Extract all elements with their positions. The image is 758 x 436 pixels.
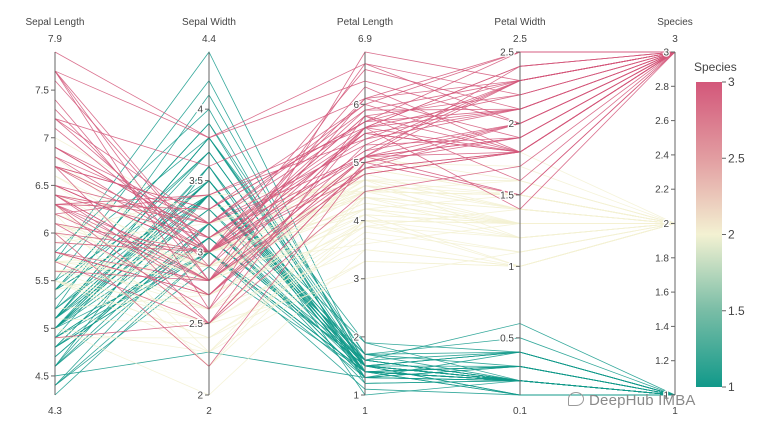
axis-max-label: 3	[672, 34, 678, 45]
axis-tick-label: 2.4	[655, 150, 669, 161]
axis-tick-label: 2.5	[189, 319, 203, 330]
axis-title[interactable]: Sepal Width	[182, 17, 236, 28]
watermark: DeepHub IMBA	[568, 392, 696, 409]
axis-tick-label: 2	[197, 391, 203, 402]
axis-tick-label: 5.5	[35, 276, 49, 287]
axis-tick-label: 4	[197, 105, 203, 116]
axis-tick-label: 2.5	[500, 48, 514, 59]
axis-tick-label: 7	[43, 133, 49, 144]
axis-tick-label: 1.2	[655, 356, 669, 367]
axis-max-label: 4.4	[202, 34, 216, 45]
watermark-text: DeepHub IMBA	[589, 392, 696, 409]
axis-min-label: 0.1	[513, 406, 527, 417]
axis-tick-label: 2.6	[655, 116, 669, 127]
axis-tick-label: 3	[353, 274, 359, 285]
axis-min-label: 1	[362, 406, 368, 417]
axis-max-label: 7.9	[48, 34, 62, 45]
species-colorbar: Species 1 1.5 2 2.5 3	[694, 60, 745, 394]
chat-bubble-icon	[568, 392, 584, 406]
axis-tick-label: 6	[353, 100, 359, 111]
axis-tick-label: 2	[353, 332, 359, 343]
axes: Sepal Length 7.9 4.3 4.5 5 5.5 6 6.5 7 7.5 Sepal W…	[26, 17, 693, 417]
axis-tick-label: 6.5	[35, 181, 49, 192]
axis-tick-label: 1.6	[655, 288, 669, 299]
axis-tick-label: 5	[43, 324, 49, 335]
axis-title[interactable]: Species	[657, 17, 693, 28]
axis-tick-label: 2.2	[655, 185, 669, 196]
axis-tick-label: 1.4	[655, 322, 669, 333]
axis-tick-label: 4.5	[35, 371, 49, 382]
axis-max-label: 6.9	[358, 34, 372, 45]
axis-tick-label: 3	[663, 48, 669, 59]
axis-title[interactable]: Sepal Length	[26, 17, 85, 28]
axis-tick-label: 0.5	[500, 333, 514, 344]
axis-tick-label: 4	[353, 216, 359, 227]
axis-tick-label: 2	[508, 119, 514, 130]
axis-title[interactable]: Petal Length	[337, 17, 393, 28]
axis-petal-width: Petal Width 2.5 0.1 0.5 1 1.5 2 2.5	[494, 17, 545, 417]
colorbar-gradient	[696, 82, 722, 387]
axis-petal-length: Petal Length 6.9 11 2 3 4 5 6	[337, 17, 393, 417]
colorbar-tick-label: 2.5	[728, 151, 745, 165]
axis-tick-label: 1	[353, 391, 359, 402]
axis-sepal-length: Sepal Length 7.9 4.3 4.5 5 5.5 6 6.5 7 7.5	[26, 17, 85, 417]
axis-min-label: 1	[672, 406, 678, 417]
axis-min-label: 2	[206, 406, 212, 417]
axis-tick-label: 3	[197, 248, 203, 259]
axis-tick-label: 1	[508, 262, 514, 273]
colorbar-ticks: 1 1.5 2 2.5 3	[722, 75, 745, 394]
axis-tick-label: 1.5	[500, 190, 514, 201]
axis-tick-label: 2	[663, 219, 669, 230]
axis-tick-label: 1	[663, 391, 669, 402]
axis-tick-label: 5	[353, 158, 359, 169]
axis-species: Species 3 11 1.2 1.4 1.6 1.8 2 2.2 2.4 2.6 2.8 3	[654, 17, 693, 417]
colorbar-title: Species	[694, 60, 737, 74]
axis-title[interactable]: Petal Width	[494, 17, 545, 28]
axis-tick-label: 3.5	[189, 176, 203, 187]
axis-tick-label: 1.8	[655, 253, 669, 264]
axis-tick-label: 6	[43, 229, 49, 240]
colorbar-tick-label: 1.5	[728, 304, 745, 318]
axis-max-label: 2.5	[513, 34, 527, 45]
axis-min-label: 4.3	[48, 406, 62, 417]
axis-tick-label: 2.8	[655, 82, 669, 93]
colorbar-tick-label: 1	[728, 380, 735, 394]
axis-sepal-width: Sepal Width 4.4 22 2.5 3 3.5 4	[182, 17, 236, 417]
axis-tick-label: 7.5	[35, 86, 49, 97]
colorbar-tick-label: 3	[728, 75, 735, 89]
colorbar-tick-label: 2	[728, 228, 735, 242]
